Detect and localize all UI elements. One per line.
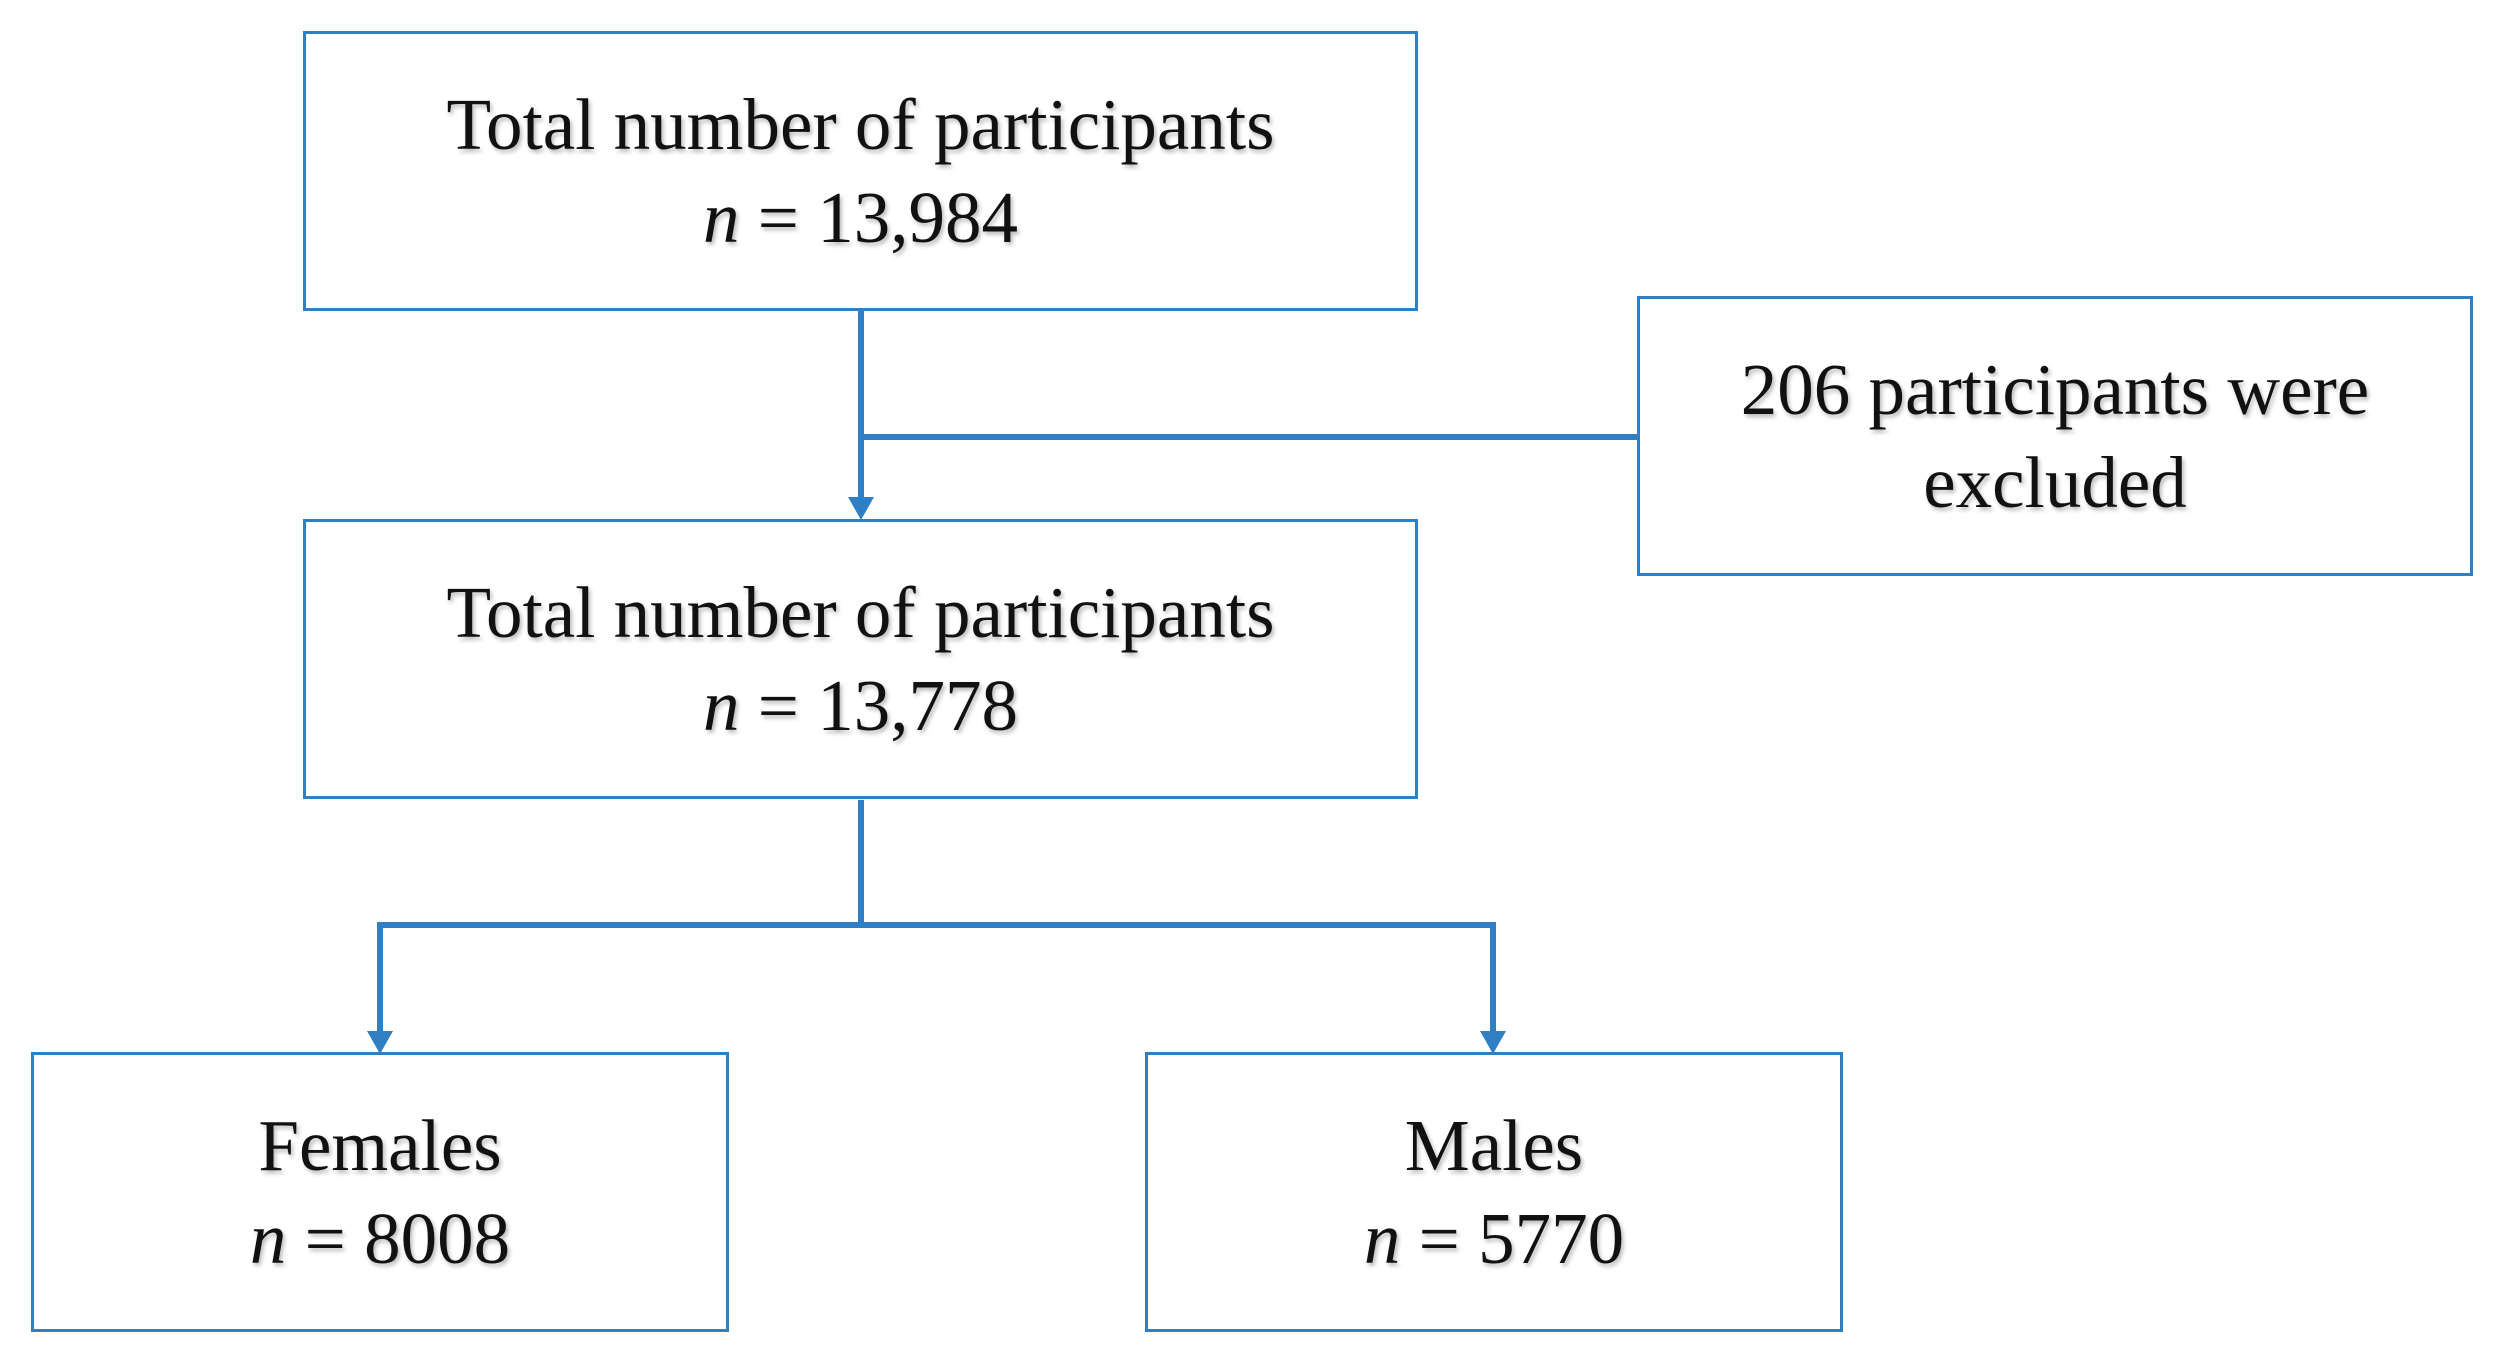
excluded-line-1: 206 participants were [1740, 349, 2370, 430]
count-value: = 8008 [304, 1198, 511, 1279]
arrowhead-to-filtered [848, 497, 874, 520]
males-box: Males n = 5770 [1145, 1052, 1843, 1332]
arrowhead-to-males [1480, 1031, 1506, 1054]
count-variable: n [703, 665, 740, 746]
arrowhead-to-females [367, 1031, 393, 1054]
count-value: = 13,984 [757, 177, 1018, 258]
excluded-line-2: excluded [1923, 442, 2187, 523]
total-participants-initial-box: Total number of participants n = 13,984 [303, 31, 1418, 311]
males-count: n = 5770 [1364, 1192, 1624, 1285]
total-participants-final-count: n = 13,778 [703, 659, 1018, 752]
count-value: = 5770 [1418, 1198, 1625, 1279]
males-label: Males [1404, 1105, 1584, 1186]
excluded-participants-box: 206 participants were excluded [1637, 296, 2473, 576]
females-count: n = 8008 [250, 1192, 510, 1285]
count-value: = 13,778 [757, 665, 1018, 746]
count-variable: n [703, 177, 740, 258]
total-participants-final-label: Total number of participants [446, 572, 1275, 653]
total-participants-initial-count: n = 13,984 [703, 171, 1018, 264]
total-participants-initial-label: Total number of participants [446, 84, 1275, 165]
females-label: Females [258, 1105, 502, 1186]
count-variable: n [1363, 1198, 1401, 1279]
total-participants-final-box: Total number of participants n = 13,778 [303, 519, 1418, 799]
females-box: Females n = 8008 [31, 1052, 729, 1332]
count-variable: n [249, 1198, 287, 1279]
